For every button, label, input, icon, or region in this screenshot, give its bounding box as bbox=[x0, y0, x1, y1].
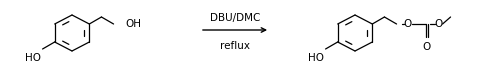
Text: O: O bbox=[404, 19, 411, 29]
Text: DBU/DMC: DBU/DMC bbox=[210, 13, 260, 23]
Text: HO: HO bbox=[308, 53, 324, 63]
Text: O: O bbox=[434, 19, 442, 29]
Text: OH: OH bbox=[126, 19, 142, 29]
Text: O: O bbox=[422, 42, 430, 52]
Text: reflux: reflux bbox=[220, 41, 250, 51]
Text: HO: HO bbox=[24, 53, 40, 63]
